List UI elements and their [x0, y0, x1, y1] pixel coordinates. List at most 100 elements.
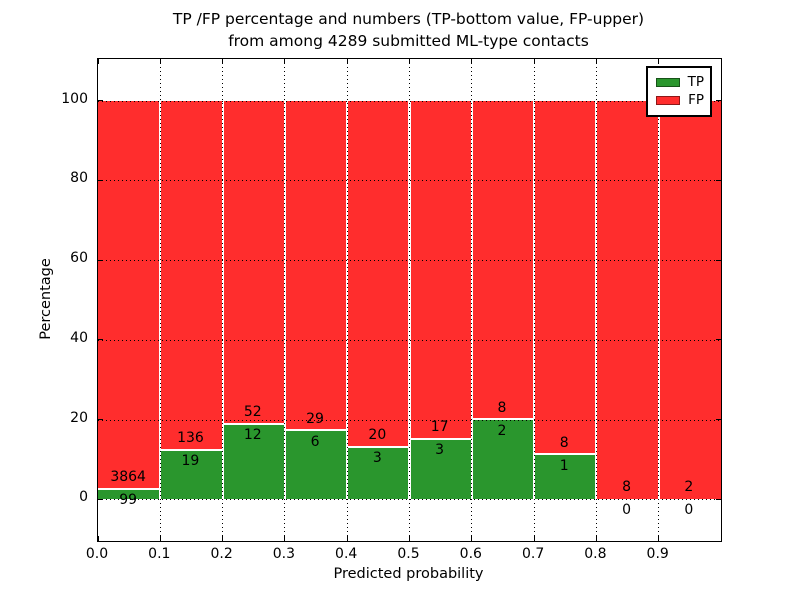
y-tick-label: 100 [61, 90, 88, 107]
grid-line-horizontal [98, 260, 721, 262]
fp-count-label: 29 [306, 410, 324, 427]
x-tick-label: 0.5 [397, 546, 420, 562]
x-tick-label: 0.8 [584, 546, 607, 562]
x-tick-mark [222, 536, 224, 541]
x-tick-mark [346, 59, 348, 64]
y-tick-mark [98, 498, 103, 500]
y-axis-label: Percentage [38, 258, 54, 340]
tp-count-label: 12 [243, 427, 262, 444]
x-tick-mark [595, 59, 597, 64]
x-tick-mark [222, 59, 224, 64]
bar-fp [659, 100, 721, 500]
bar-fp [161, 100, 222, 449]
bar-tp [161, 450, 222, 500]
grid-line-vertical [346, 59, 348, 541]
grid-line-horizontal [98, 499, 721, 501]
fp-count-label: 136 [177, 430, 204, 447]
x-tick-mark [346, 536, 348, 541]
grid-line-vertical [533, 59, 535, 541]
legend-item-tp: TP [656, 74, 704, 91]
bar-tp [98, 489, 160, 500]
legend-label-fp: FP [688, 92, 704, 108]
tp-count-label: 99 [119, 492, 138, 509]
grid-line-vertical [471, 59, 473, 541]
fp-count-label: 8 [559, 434, 569, 451]
fp-count-label: 17 [430, 419, 449, 436]
y-tick-mark [98, 339, 103, 341]
x-tick-mark [533, 59, 535, 64]
x-axis-label: Predicted probability [333, 566, 484, 582]
x-tick-label: 0.7 [521, 546, 545, 562]
grid-line-vertical [658, 59, 660, 541]
x-tick-label: 0.3 [272, 546, 296, 562]
bar-tp [472, 420, 534, 500]
bar-fp [98, 100, 160, 488]
bar-tp [348, 447, 409, 500]
x-tick-label: 0.2 [210, 546, 233, 562]
y-tick-mark [716, 498, 721, 500]
fp-count-label: 3864 [110, 469, 146, 486]
plot-area [97, 58, 722, 542]
x-tick-mark [159, 536, 161, 541]
tp-count-label: 0 [684, 502, 694, 519]
x-tick-mark [409, 59, 410, 64]
grid-line-horizontal [98, 339, 721, 341]
legend-item-fp: FP [656, 92, 704, 109]
grid-line-horizontal [98, 419, 721, 421]
fp-count-label: 20 [368, 427, 387, 444]
x-tick-mark [159, 59, 161, 64]
y-tick-mark [716, 179, 721, 181]
x-tick-mark [97, 59, 99, 64]
y-tick-label: 60 [70, 250, 88, 267]
y-tick-label: 0 [79, 489, 88, 506]
grid-line-vertical [222, 59, 224, 541]
bar-tp [285, 431, 347, 500]
x-tick-label: 0.9 [646, 546, 669, 562]
fp-count-label: 8 [497, 399, 507, 416]
tp-count-label: 1 [559, 457, 569, 474]
x-tick-mark [658, 59, 660, 64]
y-tick-mark [716, 339, 721, 341]
chart-title-line2: from among 4289 submitted ML-type contac… [228, 32, 589, 50]
x-tick-label: 0.6 [459, 546, 482, 562]
x-tick-label: 0.4 [335, 546, 358, 562]
tp-count-label: 19 [181, 453, 200, 470]
y-tick-mark [716, 100, 721, 102]
chart-title: TP /FP percentage and numbers (TP-bottom… [97, 8, 720, 52]
tp-count-label: 3 [372, 450, 382, 467]
x-tick-mark [471, 536, 473, 541]
grid-line-horizontal [98, 180, 721, 182]
y-tick-label: 80 [70, 170, 88, 187]
fp-count-label: 8 [622, 479, 632, 496]
bar-fp [223, 100, 284, 423]
grid-line-vertical [284, 59, 286, 541]
x-tick-mark [658, 536, 660, 541]
x-tick-mark [471, 59, 473, 64]
tp-count-label: 3 [435, 442, 445, 459]
legend-label-tp: TP [687, 74, 704, 90]
bar-fp [285, 100, 347, 430]
bar-tp [223, 424, 284, 500]
bar-tp [535, 455, 596, 500]
y-tick-mark [716, 259, 721, 261]
x-tick-label: 0.1 [148, 546, 171, 562]
y-tick-label: 40 [70, 329, 88, 346]
y-tick-label: 20 [70, 409, 88, 426]
x-tick-mark [284, 59, 286, 64]
bar-fp [410, 100, 471, 438]
tp-count-label: 2 [497, 422, 507, 439]
bar-fp [472, 100, 534, 418]
grid-line-vertical [409, 59, 410, 541]
bar-fp [597, 100, 658, 500]
x-tick-mark [533, 536, 535, 541]
x-tick-mark [97, 536, 99, 541]
x-tick-mark [284, 536, 286, 541]
fp-count-label: 2 [684, 479, 694, 496]
x-tick-mark [595, 536, 597, 541]
grid-line-vertical [159, 59, 161, 541]
grid-line-vertical [595, 59, 597, 541]
x-tick-mark [409, 536, 410, 541]
bar-tp [410, 439, 471, 500]
chart-title-line1: TP /FP percentage and numbers (TP-bottom… [172, 10, 645, 28]
